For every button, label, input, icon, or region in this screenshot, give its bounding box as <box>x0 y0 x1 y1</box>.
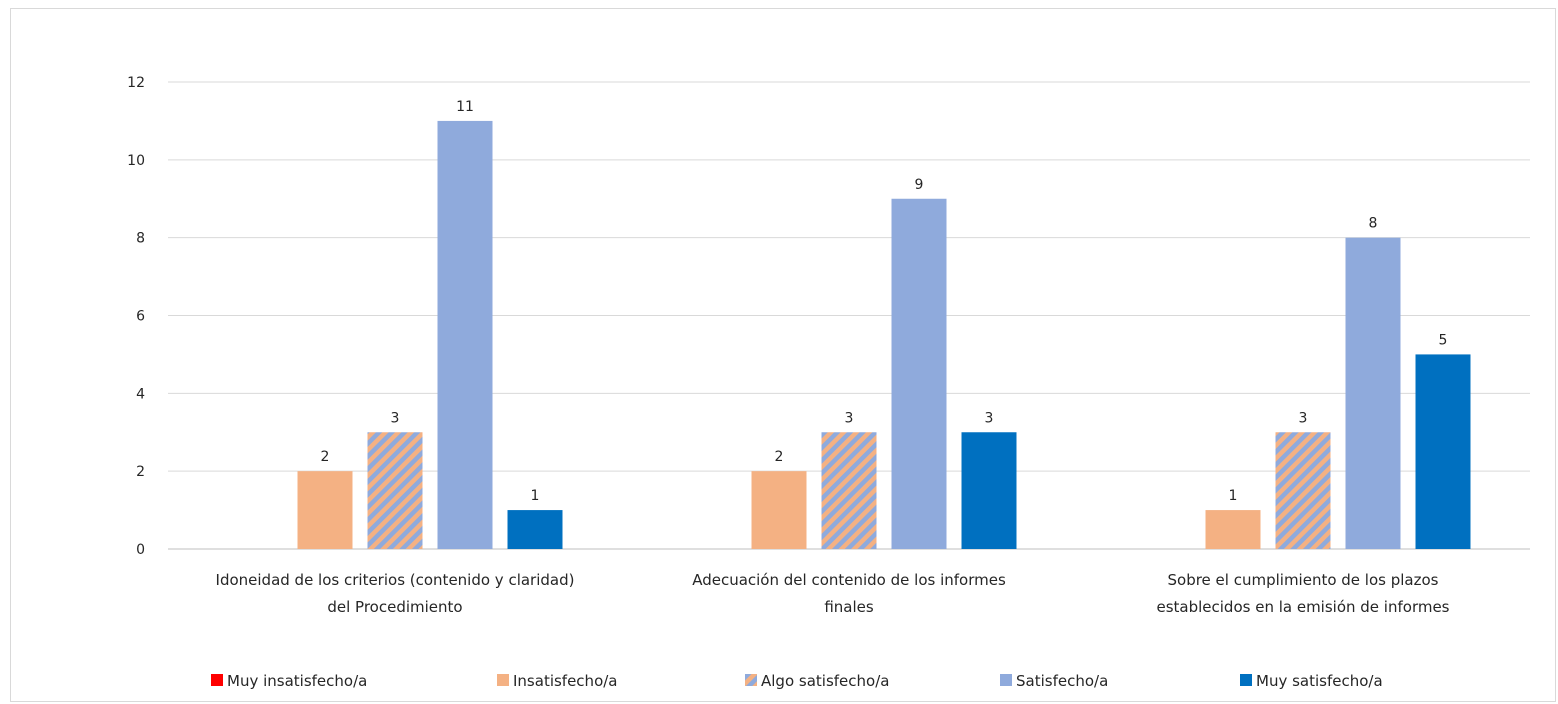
category-label: Sobre el cumplimiento de los plazos estab… <box>1156 571 1449 616</box>
data-label: 3 <box>391 410 400 426</box>
legend-swatch <box>211 674 223 686</box>
bar <box>1415 354 1471 549</box>
bar <box>1345 237 1401 549</box>
data-label: 2 <box>321 449 330 465</box>
legend-label: Muy insatisfecho/a <box>227 672 367 690</box>
data-label: 3 <box>985 410 994 426</box>
bar <box>961 432 1017 549</box>
bar <box>367 432 423 549</box>
y-tick-label: 0 <box>136 542 145 558</box>
y-tick-label: 4 <box>136 386 145 402</box>
data-label: 3 <box>845 410 854 426</box>
legend-swatch <box>497 674 509 686</box>
category-label: Adecuación del contenido de los informes… <box>692 571 1006 616</box>
bar <box>1275 432 1331 549</box>
data-label: 11 <box>456 99 474 115</box>
bar <box>821 432 877 549</box>
data-label: 9 <box>915 177 924 193</box>
bar <box>297 471 353 549</box>
bar <box>507 510 563 549</box>
bar <box>891 198 947 549</box>
y-tick-label: 6 <box>136 309 145 325</box>
legend-swatch <box>745 674 757 686</box>
data-label: 5 <box>1439 332 1448 348</box>
legend-label: Muy satisfecho/a <box>1256 672 1383 690</box>
x-axis-categories: Idoneidad de los criterios (contenido y … <box>216 571 1450 616</box>
legend-label: Satisfecho/a <box>1016 672 1108 690</box>
data-label: 8 <box>1369 216 1378 232</box>
bar <box>1205 510 1261 549</box>
data-label: 1 <box>1229 488 1238 504</box>
bar <box>751 471 807 549</box>
bars <box>297 120 1471 550</box>
data-label: 2 <box>775 449 784 465</box>
legend: Muy insatisfecho/a Insatisfecho/a Algo sat… <box>211 672 1383 690</box>
y-tick-label: 10 <box>127 153 145 169</box>
category-label: Idoneidad de los criterios (contenido y … <box>216 571 575 616</box>
data-label: 3 <box>1299 410 1308 426</box>
y-tick-label: 12 <box>127 75 145 91</box>
legend-swatch <box>1240 674 1252 686</box>
y-tick-label: 2 <box>136 464 145 480</box>
y-axis-ticks: 0 2 4 6 8 10 12 <box>127 75 145 558</box>
legend-swatch <box>1000 674 1012 686</box>
bar <box>437 120 493 550</box>
y-tick-label: 8 <box>136 231 145 247</box>
data-label: 1 <box>531 488 540 504</box>
legend-label: Algo satisfecho/a <box>761 672 889 690</box>
legend-label: Insatisfecho/a <box>513 672 618 690</box>
chart-frame <box>10 8 1556 702</box>
